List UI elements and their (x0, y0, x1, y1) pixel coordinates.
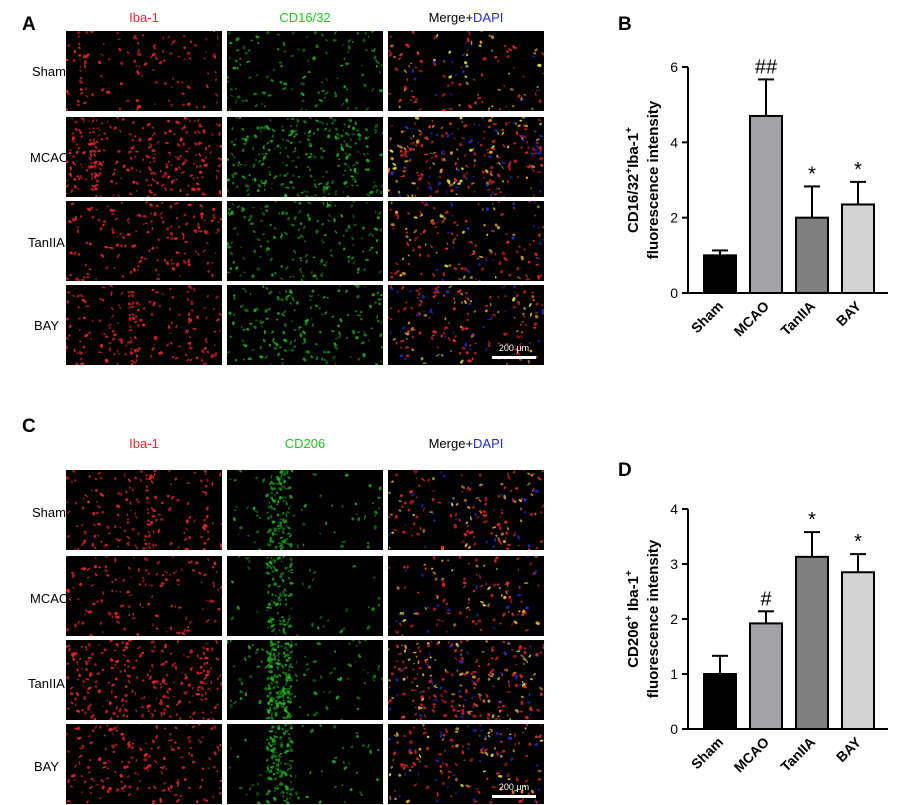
x-tick-label: Sham (688, 734, 726, 772)
micrograph-A-mcao-marker (227, 117, 383, 197)
scale-bar (492, 795, 536, 798)
micrograph-A-mcao-iba1 (66, 117, 222, 197)
row-label-sham-a: Sham (32, 64, 66, 79)
x-tick-label: Sham (688, 298, 726, 336)
col-header-cd1632: CD16/32 (279, 10, 331, 25)
y-axis-label-line2: fluorescence intensity (645, 539, 662, 698)
row-label-mcao-c: MCAO (30, 591, 69, 606)
col-header-cd206: CD206 (284, 436, 326, 451)
micrograph-C-bay-iba1 (66, 724, 222, 804)
micrograph-C-taniia-iba1 (66, 640, 222, 720)
x-tick-label: TanIIA (777, 734, 818, 775)
y-tick-label: 3 (670, 556, 678, 572)
y-tick-label: 1 (670, 666, 678, 682)
micrograph-C-taniia-merge (388, 640, 544, 720)
row-label-taniia-c: TanIIA (28, 676, 65, 691)
significance-mark: * (808, 163, 816, 185)
y-tick-label: 4 (670, 134, 678, 150)
y-tick-label: 0 (670, 721, 678, 737)
row-label-sham-c: Sham (32, 505, 66, 520)
micrograph-C-mcao-iba1 (66, 556, 222, 636)
scale-bar-label: 200 μm (498, 782, 530, 792)
panel-letter-c: C (22, 416, 36, 437)
row-label-mcao-a: MCAO (30, 150, 69, 165)
x-tick-label: MCAO (731, 734, 773, 776)
y-tick-label: 2 (670, 611, 678, 627)
micrograph-A-sham-marker (227, 31, 383, 111)
micrograph-A-bay-iba1 (66, 285, 222, 365)
merge-label: Merge+ (428, 436, 474, 451)
micrograph-C-mcao-marker (227, 556, 383, 636)
dapi-label: DAPI (473, 10, 504, 25)
scale-bar-label: 200 μm (498, 343, 530, 353)
micrograph-C-sham-marker (227, 470, 383, 550)
bar-taniia (795, 216, 829, 295)
micrograph-A-bay-marker (227, 285, 383, 365)
micrograph-C-mcao-merge (388, 556, 544, 636)
row-label-bay-a: BAY (34, 318, 60, 333)
micrograph-A-bay-merge: 200 μm (388, 285, 544, 365)
micrograph-C-taniia-marker (227, 640, 383, 720)
x-tick-label: TanIIA (777, 298, 818, 339)
y-tick-label: 0 (670, 285, 678, 301)
y-axis-label: CD206+ Iba-1+ (624, 570, 642, 668)
micrograph-A-taniia-marker (227, 201, 383, 281)
col-header-merge-c: Merge+DAPI (388, 436, 544, 451)
bar-chart-b: 0 2 4 6 Sham ## MCAO * TanIIA * BAY CD16/32+Iba-1+ f… (624, 56, 888, 340)
y-axis-label-line2: fluorescence intensity (645, 100, 662, 259)
significance-mark: # (760, 588, 772, 610)
bar-sham (703, 673, 737, 730)
micrograph-C-sham-iba1 (66, 470, 222, 550)
bar-mcao (749, 114, 783, 295)
x-tick-label: MCAO (731, 298, 773, 340)
col-header-iba1-a: Iba-1 (129, 10, 159, 25)
dapi-label: DAPI (473, 436, 504, 451)
significance-mark: * (808, 509, 816, 531)
bar-sham (703, 254, 737, 294)
panel-letter-d: D (618, 460, 632, 481)
x-tick-label: BAY (833, 733, 865, 765)
panel-letter-a: A (22, 14, 36, 35)
y-axis-label: CD16/32+Iba-1+ (624, 127, 642, 233)
y-tick-label: 2 (670, 210, 678, 226)
micrograph-C-bay-marker (227, 724, 383, 804)
micrograph-A-mcao-merge (388, 117, 544, 197)
micrograph-A-taniia-merge (388, 201, 544, 281)
row-label-taniia-a: TanIIA (28, 235, 65, 250)
y-tick-label: 6 (670, 59, 678, 75)
micrograph-A-sham-merge (388, 31, 544, 111)
micrograph-C-bay-merge: 200 μm (388, 724, 544, 804)
scale-bar (492, 356, 536, 359)
x-tick-label: BAY (833, 297, 865, 329)
col-header-iba1-c: Iba-1 (129, 436, 159, 451)
bar-bay (841, 203, 875, 295)
bar-taniia (795, 555, 829, 730)
micrograph-A-taniia-iba1 (66, 201, 222, 281)
bar-mcao (749, 622, 783, 730)
significance-mark: * (854, 531, 862, 553)
y-tick-label: 4 (670, 501, 678, 517)
significance-mark: * (854, 159, 862, 181)
significance-mark: ## (755, 56, 778, 78)
bar-bay (841, 571, 875, 730)
bar-chart-d: 0 1 2 3 4 Sham # MCAO * TanIIA * BAY CD206+ Iba-1+ fl… (624, 501, 888, 776)
row-label-bay-c: BAY (34, 759, 60, 774)
col-header-merge-a: Merge+DAPI (388, 10, 544, 25)
panel-letter-b: B (618, 14, 632, 35)
micrograph-C-sham-merge (388, 470, 544, 550)
merge-label: Merge+ (428, 10, 474, 25)
micrograph-A-sham-iba1 (66, 31, 222, 111)
